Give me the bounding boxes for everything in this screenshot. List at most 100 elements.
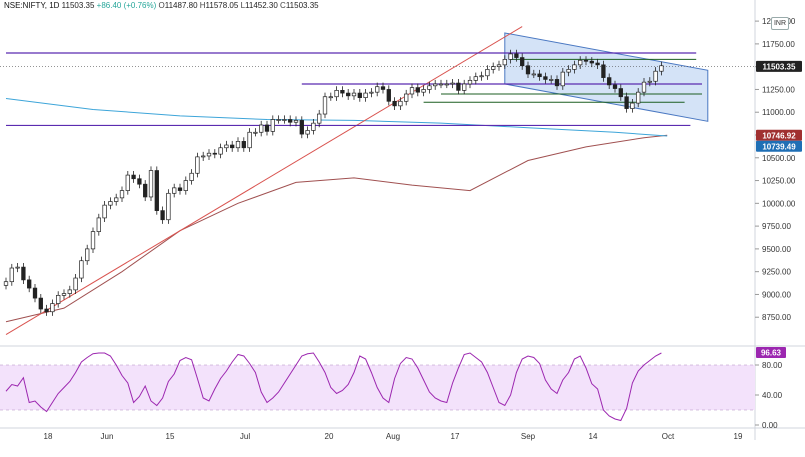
candle-body [415, 87, 420, 93]
candle-body [247, 131, 252, 149]
rsi-badge-label: 96.63 [761, 349, 782, 358]
candle-body [259, 124, 264, 133]
candle-body [166, 192, 171, 221]
candle-body [398, 100, 403, 107]
low-label: L [240, 1, 246, 10]
rsi-badge: 96.63 [756, 347, 786, 359]
y-tick-label: 9000.00 [762, 290, 791, 299]
candle-body [3, 281, 9, 286]
candle-body [433, 83, 438, 87]
candle-body [479, 75, 484, 78]
candle-body [369, 91, 374, 94]
open-label: O [158, 1, 165, 10]
candle-body [392, 100, 397, 107]
candle-body [363, 92, 368, 98]
candle-body [317, 113, 322, 124]
candle-body [543, 76, 548, 80]
x-tick-label: Jul [240, 432, 250, 441]
rsi-badge-bg [756, 347, 786, 359]
symbol-name: NSE:NIFTY, 1D [4, 1, 60, 10]
candle-body [641, 81, 647, 93]
candle-body [612, 84, 618, 89]
y-tick-label: 10500.00 [762, 154, 796, 163]
candle-body [73, 277, 78, 291]
y-tick-label: 11000.00 [762, 108, 795, 117]
candle-body [15, 266, 20, 269]
candle-body [404, 93, 409, 102]
candle-body [241, 141, 246, 149]
rsi-tick-label: 40.00 [762, 391, 783, 400]
price-badge: 11503.35 [756, 60, 802, 72]
y-tick-label: 10000.00 [762, 199, 796, 208]
candle-body [56, 295, 61, 304]
candle-body [108, 201, 113, 206]
candle-body [578, 59, 583, 66]
candle-body [514, 53, 519, 58]
candle-body [206, 152, 212, 157]
y-tick-label: 11250.00 [762, 85, 795, 94]
x-tick-label: 20 [325, 432, 334, 441]
candle-body [50, 303, 55, 313]
y-tick-label: 9500.00 [762, 245, 791, 254]
candle-body [148, 170, 154, 198]
moving-average-blue [5, 98, 668, 137]
candle-body [491, 66, 496, 70]
y-tick-label: 10250.00 [762, 177, 796, 186]
descending-channel [504, 32, 709, 122]
candle-body [520, 57, 525, 67]
high-value: 11578.05 [205, 1, 239, 10]
candle-body [305, 130, 310, 135]
low-value: 11452.30 [245, 1, 278, 10]
moving-average-red [5, 134, 668, 323]
price-badge: 10746.92 [756, 129, 802, 141]
price-badge-bg [756, 60, 802, 72]
candle-body [618, 88, 623, 98]
candle-body [218, 147, 223, 155]
candle-body [311, 122, 316, 131]
open-value: 11487.80 [164, 1, 198, 10]
candle-body [375, 86, 380, 93]
candle-body [131, 174, 136, 180]
price-badge-label: 10739.49 [762, 142, 796, 151]
candle-body [79, 260, 84, 279]
x-tick-label: Oct [662, 432, 675, 441]
symbol-header: NSE:NIFTY, 1D 11503.35 +86.40 (+0.76%) O… [4, 1, 319, 10]
last-price: 11503.35 [61, 1, 95, 10]
candle-body [119, 190, 125, 199]
candle-body [462, 83, 467, 91]
y-tick-label: 8750.00 [762, 313, 791, 322]
candle-body [276, 119, 281, 121]
candle-body [114, 197, 119, 202]
candle-body [282, 119, 287, 121]
candle-body [154, 170, 159, 211]
candle-body [67, 289, 72, 294]
x-tick-label: Sep [521, 432, 536, 441]
candle-body [508, 53, 513, 60]
x-tick-label: 15 [166, 432, 175, 441]
candle-body [137, 178, 142, 185]
candle-body [630, 102, 635, 109]
candle-body [636, 91, 641, 104]
candle-body [44, 308, 49, 313]
x-tick-label: 18 [44, 432, 53, 441]
candle-body [328, 96, 333, 99]
candle-body [531, 73, 536, 76]
candle-body [554, 79, 560, 87]
candle-body [589, 60, 594, 64]
price-badge-bg [756, 129, 802, 141]
candle-body [85, 248, 90, 262]
candle-body [473, 76, 478, 81]
candle-body [230, 144, 235, 149]
x-tick-label: 14 [589, 432, 598, 441]
price-badge: 10739.49 [756, 140, 802, 152]
x-tick-label: 19 [734, 432, 743, 441]
candle-body [102, 204, 107, 219]
candle-body [177, 187, 183, 191]
candle-body [456, 82, 461, 91]
currency-badge[interactable]: INR [771, 17, 789, 30]
candle-body [143, 183, 148, 198]
candle-body [549, 79, 554, 81]
candle-body [647, 80, 652, 83]
